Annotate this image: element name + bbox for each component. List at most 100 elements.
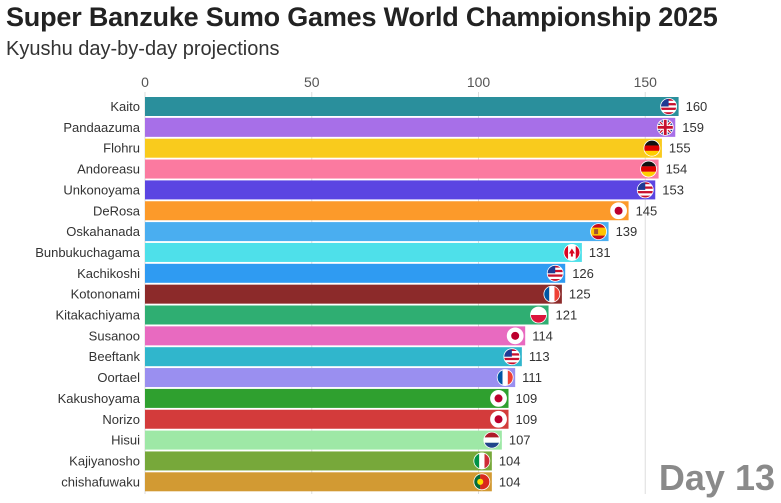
- bar-group: Oskahanada 139: [66, 222, 638, 242]
- bar-group: Bunbukuchagama 131: [35, 242, 611, 262]
- category-label: Norizo: [102, 412, 140, 427]
- bar-group: Norizo 109: [102, 409, 538, 429]
- japan-flag-icon: [610, 202, 627, 220]
- day-counter: Day 13: [658, 457, 775, 498]
- bar-group: Kakushoyama 109: [58, 388, 538, 408]
- bar: [145, 305, 549, 325]
- bar: [145, 430, 502, 450]
- netherlands-flag-icon: [483, 431, 501, 449]
- bar: [145, 263, 566, 283]
- category-label: Kajiyanosho: [69, 453, 140, 468]
- uk-flag-icon: [656, 118, 674, 136]
- usa-flag-icon: [546, 264, 564, 282]
- category-label: Kitakachiyama: [55, 308, 140, 323]
- category-label: chishafuwaku: [61, 474, 140, 489]
- bar: [145, 222, 609, 242]
- x-tick-label: 100: [467, 74, 491, 90]
- japan-flag-icon: [490, 410, 507, 428]
- japan-flag-icon: [506, 327, 524, 345]
- value-label: 111: [522, 370, 542, 385]
- bar-group: Pandaazuma 159: [63, 117, 704, 137]
- bar: [145, 347, 522, 367]
- category-label: Beeftank: [89, 349, 141, 364]
- value-label: 155: [669, 141, 691, 156]
- italy-flag-icon: [473, 452, 491, 470]
- bar: [145, 326, 526, 346]
- usa-flag-icon: [660, 98, 677, 115]
- bar-group: Unkonoyama 153: [63, 180, 684, 200]
- value-label: 109: [516, 391, 538, 406]
- france-flag-icon: [496, 369, 514, 386]
- category-label: Susanoo: [89, 328, 140, 343]
- chart-subtitle: Kyushu day-by-day projections: [6, 38, 280, 60]
- category-label: Kachikoshi: [77, 266, 140, 281]
- bar: [145, 388, 509, 408]
- value-label: 153: [662, 182, 684, 197]
- bar: [145, 138, 662, 158]
- bar-group: Flohru 155: [103, 138, 691, 158]
- bar-group: chishafuwaku 104: [61, 472, 521, 492]
- category-label: DeRosa: [93, 203, 141, 218]
- category-label: Kakushoyama: [58, 391, 141, 406]
- category-label: Pandaazuma: [63, 120, 140, 135]
- value-label: 109: [516, 412, 538, 427]
- bar: [145, 284, 562, 304]
- category-label: Kotononami: [71, 287, 140, 302]
- bar: [145, 180, 656, 200]
- bar-group: Hisui 107: [111, 430, 531, 450]
- category-label: Bunbukuchagama: [35, 245, 141, 260]
- value-label: 114: [532, 328, 553, 343]
- france-flag-icon: [543, 285, 561, 303]
- bar: [145, 117, 676, 137]
- category-label: Oskahanada: [66, 224, 140, 239]
- value-label: 131: [589, 245, 611, 260]
- bar: [145, 97, 679, 116]
- category-label: Andoreasu: [77, 162, 140, 177]
- bar: [145, 201, 629, 221]
- bar: [145, 451, 492, 471]
- value-label: 104: [499, 453, 521, 468]
- bar-group: Beeftank 113: [89, 347, 550, 367]
- value-label: 159: [682, 120, 704, 135]
- value-label: 126: [572, 266, 594, 281]
- value-label: 154: [666, 162, 688, 177]
- bar-group: Kajiyanosho 104: [69, 451, 521, 471]
- bar-group: Kaito 160: [110, 97, 707, 116]
- bar-group: Kitakachiyama 121: [55, 305, 578, 325]
- bar: [145, 368, 516, 388]
- category-label: Kaito: [110, 99, 140, 114]
- value-label: 125: [569, 287, 591, 302]
- x-tick-label: 0: [141, 74, 149, 90]
- value-label: 121: [556, 308, 578, 323]
- bar: [145, 242, 582, 262]
- usa-flag-icon: [636, 181, 654, 199]
- value-label: 139: [616, 224, 638, 239]
- bar: [145, 472, 492, 492]
- value-label: 113: [529, 349, 550, 364]
- portugal-flag-icon: [473, 473, 491, 491]
- usa-flag-icon: [503, 348, 521, 366]
- x-tick-label: 50: [304, 74, 320, 90]
- category-label: Oortael: [97, 370, 140, 385]
- germany-flag-icon: [640, 160, 657, 178]
- germany-flag-icon: [643, 139, 661, 157]
- category-label: Unkonoyama: [63, 182, 140, 197]
- category-label: Hisui: [111, 433, 140, 448]
- japan-flag-icon: [490, 389, 507, 407]
- bar-group: Kachikoshi 126: [77, 263, 594, 283]
- canada-flag-icon: [563, 244, 581, 261]
- bar-group: Andoreasu 154: [77, 159, 688, 179]
- value-label: 104: [499, 474, 521, 489]
- bar-group: Oortael 111: [97, 368, 542, 388]
- bar: [145, 409, 509, 429]
- value-label: 107: [509, 433, 531, 448]
- bar: [145, 159, 659, 179]
- bar-group: Susanoo 114: [89, 326, 553, 346]
- poland-flag-icon: [530, 306, 547, 324]
- value-label: 145: [636, 203, 658, 218]
- bar-group: DeRosa 145: [93, 201, 658, 221]
- spain-flag-icon: [590, 223, 607, 241]
- chart-title: Super Banzuke Sumo Games World Champions…: [6, 2, 718, 32]
- category-label: Flohru: [103, 141, 140, 156]
